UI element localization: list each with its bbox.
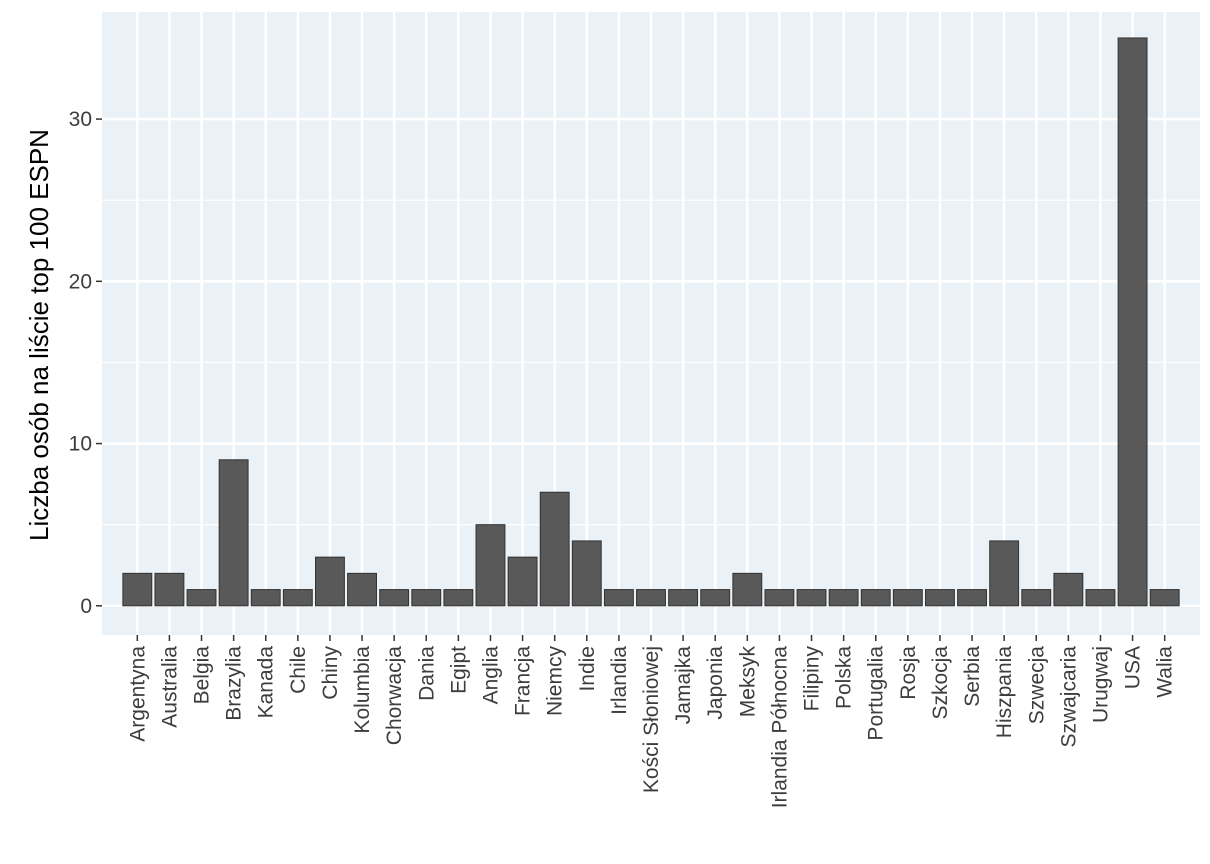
- x-tick-label: Rosja: [897, 646, 920, 700]
- x-tick-label: Szkocja: [929, 646, 952, 720]
- y-tick-label: 10: [69, 433, 92, 456]
- x-tick-label: Szwecja: [1025, 646, 1048, 725]
- bar-walia: [1149, 589, 1180, 607]
- x-tick-label: Niemcy: [544, 646, 567, 717]
- x-tick-label: Polska: [833, 646, 856, 709]
- bar-egipt: [443, 589, 474, 607]
- bar-meksyk: [732, 572, 763, 607]
- x-tick-label: USA: [1122, 646, 1145, 689]
- bar-niemcy: [539, 491, 570, 607]
- x-tick-label: Urugwaj: [1089, 646, 1112, 723]
- bar-irlandia: [603, 589, 634, 607]
- x-tick-label: Jamajka: [672, 646, 695, 725]
- x-tick-label: Kolumbia: [351, 646, 374, 734]
- x-tick-label: Egipt: [447, 646, 470, 694]
- x-axis: Argentyna Australia Belgia Brazylia Kanada Ch…: [126, 635, 1177, 809]
- x-tick-label: Kości Słoniowej: [640, 646, 663, 793]
- bar-chorwacja: [379, 589, 410, 607]
- x-tick-label: Kanada: [255, 646, 278, 719]
- y-tick-label: 0: [80, 595, 92, 618]
- x-tick-label: Francja: [512, 646, 535, 716]
- bar-szwecja: [1021, 589, 1052, 607]
- major-gridlines: [102, 12, 1200, 635]
- x-tick-label: Japonia: [704, 646, 727, 720]
- x-tick-label: Anglia: [479, 646, 502, 705]
- bar-chiny: [315, 556, 345, 607]
- bars: [122, 37, 1180, 607]
- bar-szkocja: [925, 589, 955, 607]
- x-tick-label: Dania: [415, 646, 438, 701]
- bar-chile: [282, 589, 313, 607]
- bar-rosja: [892, 589, 923, 607]
- x-tick-label: Filipiny: [801, 646, 824, 712]
- bar-portugalia: [860, 589, 891, 607]
- x-tick-label: Hiszpania: [993, 646, 1016, 739]
- bar-polska: [828, 589, 859, 607]
- x-tick-label: Portugalia: [865, 646, 888, 741]
- x-tick-label: Brazylia: [223, 646, 246, 721]
- x-tick-label: Irlandia: [608, 646, 631, 715]
- x-tick-label: Indie: [576, 646, 599, 692]
- y-axis-title: Liczba osób na liście top 100 ESPN: [24, 129, 54, 541]
- bar-belgia: [186, 589, 217, 607]
- bar-argentyna: [122, 572, 153, 607]
- x-tick-label: Belgia: [191, 646, 214, 705]
- x-tick-label: Meksyk: [736, 646, 759, 718]
- bar-francja: [507, 556, 538, 607]
- x-tick-label: Australia: [158, 646, 181, 728]
- x-tick-label: Chiny: [319, 646, 342, 700]
- bar-urugwaj: [1085, 589, 1116, 607]
- x-tick-label: Irlandia Północna: [768, 646, 791, 809]
- bar-hiszpania: [989, 540, 1020, 607]
- y-tick-label: 20: [69, 270, 92, 293]
- bar-usa: [1117, 37, 1148, 607]
- bar-kanada: [250, 589, 281, 607]
- bar-irlandia-północna: [764, 589, 795, 607]
- x-tick-label: Szwajcaria: [1057, 646, 1080, 748]
- bar-indie: [571, 540, 602, 607]
- x-tick-label: Chile: [287, 646, 310, 694]
- bar-jamajka: [668, 589, 699, 607]
- bar-szwajcaria: [1053, 572, 1084, 607]
- y-tick-label: 30: [69, 108, 92, 131]
- bar-serbia: [957, 589, 988, 607]
- bar-dania: [411, 589, 442, 607]
- bar-kolumbia: [347, 572, 377, 607]
- x-tick-label: Serbia: [961, 646, 984, 707]
- x-tick-label: Chorwacja: [383, 646, 406, 746]
- y-axis: 0 10 20 30: [69, 108, 102, 618]
- x-tick-label: Argentyna: [126, 646, 149, 742]
- bar-brazylia: [218, 459, 249, 607]
- bar-anglia: [475, 524, 506, 607]
- bar-australia: [154, 572, 185, 607]
- bar-kości-słoniowej: [636, 589, 666, 607]
- bar-filipiny: [796, 589, 827, 607]
- x-tick-label: Walia: [1154, 646, 1177, 698]
- bar-japonia: [700, 589, 731, 607]
